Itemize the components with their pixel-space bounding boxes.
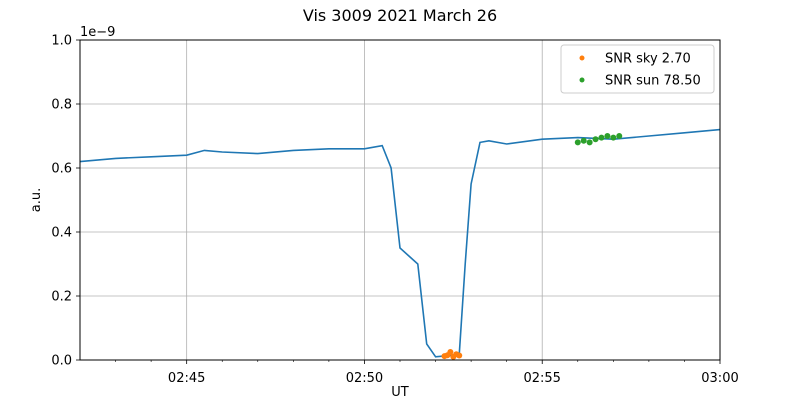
legend: SNR sky 2.70 SNR sun 78.50 <box>560 44 715 94</box>
legend-label: SNR sun 78.50 <box>605 74 701 89</box>
plot-frame <box>79 39 721 361</box>
x-tick-label: 03:00 <box>701 371 738 386</box>
plot-area <box>80 128 720 360</box>
y-tick-label: 0.8 <box>51 98 72 113</box>
y-tick-label: 0.2 <box>51 290 72 305</box>
x-axis: 02:45 02:50 02:55 03:00 <box>115 360 739 386</box>
scatter-point <box>447 349 454 355</box>
y-tick-label: 0.4 <box>51 226 72 241</box>
scatter-point <box>592 136 599 143</box>
legend-marker <box>579 55 585 61</box>
x-tick-label: 02:50 <box>346 371 383 386</box>
x-tick-label: 02:45 <box>168 371 205 386</box>
legend-label: SNR sky 2.70 <box>605 52 691 67</box>
y-scale-label: 1e−9 <box>80 25 115 40</box>
y-axis: 0.0 0.2 0.4 0.6 0.8 1.0 <box>51 34 80 369</box>
x-axis-title: UT <box>391 385 409 400</box>
y-tick-label: 0.0 <box>51 354 72 369</box>
y-axis-title: a.u. <box>29 188 44 212</box>
x-tick-label: 02:55 <box>523 371 560 386</box>
scatter-point <box>580 137 587 144</box>
chart-title: Vis 3009 2021 March 26 <box>303 6 497 25</box>
y-tick-label: 1.0 <box>51 34 72 49</box>
legend-marker <box>579 77 585 83</box>
y-tick-label: 0.6 <box>51 162 72 177</box>
scatter-point <box>610 134 617 141</box>
scatter-point <box>574 139 581 146</box>
scatter-point <box>586 139 593 146</box>
scatter-point <box>598 134 605 141</box>
legend-frame <box>560 44 715 94</box>
scatter-point <box>616 133 623 139</box>
series-line <box>80 128 720 358</box>
scatter-point <box>604 133 611 139</box>
scatter-point <box>456 352 463 359</box>
